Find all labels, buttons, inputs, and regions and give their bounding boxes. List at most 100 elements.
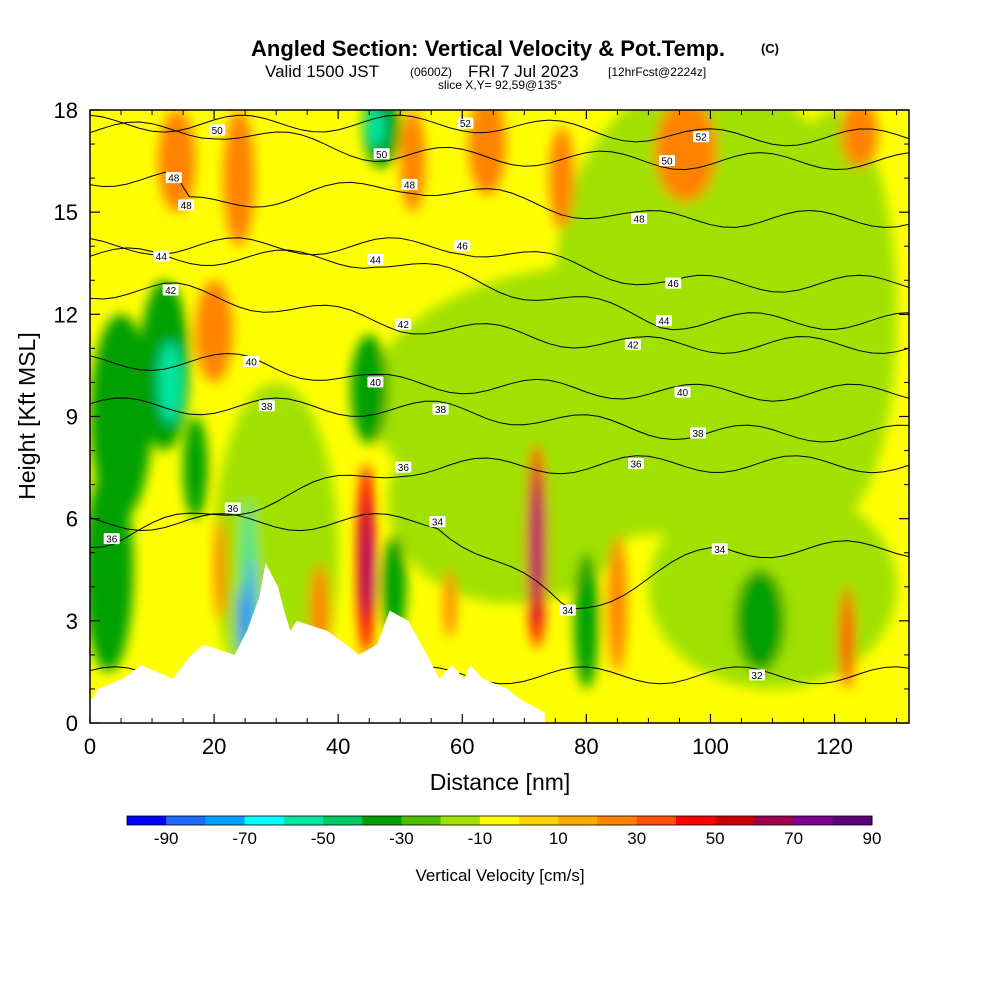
slice-info: slice X,Y= 92,59@135° (438, 78, 562, 92)
x-tick-label: 20 (202, 734, 226, 759)
velocity-cell (735, 569, 785, 672)
theta-contour-48 (90, 171, 909, 228)
theta-label: 44 (655, 315, 672, 328)
theta-label-text: 50 (661, 157, 673, 168)
velocity-cell (387, 399, 636, 604)
title-group: Angled Section: Vertical Velocity & Pot.… (251, 36, 779, 92)
colorbar-tick-label: -10 (468, 829, 493, 848)
theta-label-text: 42 (398, 320, 410, 331)
theta-label: 36 (224, 502, 241, 515)
velocity-cell (366, 528, 372, 611)
theta-label-bg (209, 124, 226, 136)
velocity-cell (608, 535, 627, 672)
x-axis-label: Distance [nm] (430, 769, 571, 795)
colorbar-swatch (205, 816, 246, 825)
theta-label-bg (665, 277, 682, 289)
theta-label: 36 (103, 533, 120, 546)
theta-label-text: 50 (212, 126, 224, 137)
colorbar-tick-label: 50 (706, 829, 725, 848)
theta-label: 42 (395, 318, 412, 331)
chart-title: Angled Section: Vertical Velocity & Pot.… (251, 36, 725, 61)
theta-label-text: 38 (435, 405, 447, 416)
theta-label: 40 (243, 356, 260, 369)
x-tick-label: 80 (574, 734, 598, 759)
velocity-cell (654, 110, 717, 202)
theta-label: 52 (693, 131, 710, 144)
velocity-cell (223, 110, 255, 247)
theta-label-text: 32 (751, 671, 763, 682)
y-tick-label: 6 (66, 507, 78, 532)
velocity-cell (840, 110, 878, 168)
x-axis: 0 20 40 60 80 100 120 (84, 110, 898, 759)
velocity-cell (350, 334, 388, 444)
theta-label: 42 (624, 338, 641, 351)
theta-label-text: 36 (630, 460, 642, 471)
colorbar-swatch (362, 816, 402, 825)
colorbar-swatch (558, 816, 599, 825)
colorbar-frame (126, 815, 873, 826)
theta-label: 38 (432, 403, 449, 416)
velocity-cell (443, 569, 457, 638)
theta-label-text: 52 (696, 133, 708, 144)
y-tick-label: 15 (54, 200, 78, 225)
colorbar-tick-label: -70 (232, 829, 257, 848)
colorbar-tick-label: 90 (863, 829, 882, 848)
theta-label-bg (559, 604, 576, 616)
theta-label-text: 34 (432, 518, 444, 529)
theta-label-text: 48 (181, 201, 193, 212)
theta-label-bg (659, 155, 676, 167)
theta-label-bg (178, 199, 195, 211)
x-tick-label: 120 (816, 734, 853, 759)
colorbar-swatch (636, 816, 677, 825)
theta-label-bg (711, 543, 728, 555)
velocity-cell (534, 491, 540, 594)
subtitle-valid: Valid 1500 JST (265, 62, 379, 81)
theta-label-text: 40 (246, 358, 258, 369)
theta-contour-50 (90, 121, 909, 171)
colorbar-swatch (675, 816, 716, 825)
terrain-mask (90, 562, 545, 723)
theta-label-text: 48 (404, 180, 416, 191)
theta-label: 48 (178, 199, 195, 212)
theta-label: 38 (258, 400, 275, 413)
theta-label-text: 34 (714, 545, 726, 556)
x-tick-label: 0 (84, 734, 96, 759)
theta-label-text: 40 (677, 388, 689, 399)
theta-label-text: 36 (398, 463, 410, 474)
theta-label-text: 42 (627, 340, 639, 351)
theta-contour-44 (90, 247, 909, 331)
theta-label: 34 (711, 543, 728, 556)
theta-label: 48 (401, 178, 418, 191)
theta-label-text: 52 (460, 119, 472, 130)
colorbar-swatch (519, 816, 559, 825)
y-tick-label: 12 (54, 302, 78, 327)
colorbar-swatch (754, 816, 795, 825)
theta-label-text: 50 (376, 150, 388, 161)
theta-label: 32 (748, 669, 765, 682)
colorbar-swatch (832, 816, 873, 825)
theta-label-bg (395, 461, 412, 473)
theta-label-text: 46 (668, 279, 680, 290)
colorbar-swatch (244, 816, 285, 825)
y-axis-label: Height [Kft MSL] (14, 332, 40, 499)
theta-label-bg (429, 516, 446, 528)
theta-label-bg (243, 356, 260, 368)
theta-contour-34 (90, 513, 909, 610)
theta-label: 38 (690, 427, 707, 440)
velocity-cell (468, 110, 506, 196)
theta-label-bg (258, 400, 275, 412)
y-tick-label: 3 (66, 609, 78, 634)
theta-contour-40 (90, 352, 909, 402)
theta-label: 46 (665, 277, 682, 290)
theta-label-text: 44 (156, 252, 168, 263)
subtitle-forecast: [12hrFcst@2224z] (608, 65, 706, 79)
theta-label-text: 44 (658, 317, 670, 328)
theta-label: 50 (209, 124, 226, 137)
theta-label-text: 46 (457, 242, 469, 253)
velocity-cell (549, 127, 574, 230)
y-tick-label: 9 (66, 405, 78, 430)
colorbar-swatch (440, 816, 481, 825)
theta-contour-52 (90, 114, 909, 147)
theta-label-bg (103, 533, 120, 545)
